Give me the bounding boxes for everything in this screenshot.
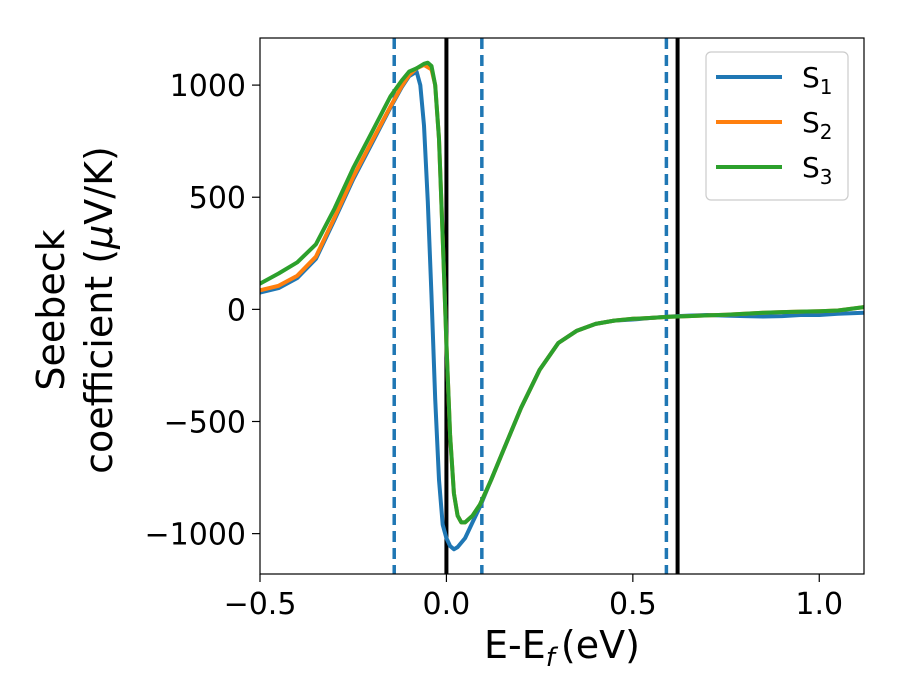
x-axis-title: E-Ef (eV) — [484, 623, 640, 673]
legend-label-main: S — [802, 61, 820, 94]
y-tick-label: 500 — [189, 181, 246, 216]
legend-label-subscript: 3 — [820, 165, 833, 189]
y-axis: −1000 −500 0 500 1000 — [145, 69, 260, 553]
y-axis-title-line2: coefficient (μV/K) — [77, 146, 121, 474]
x-tick-label: −0.5 — [224, 587, 297, 622]
legend-label-S2: S2 — [802, 106, 833, 144]
legend-label-main: S — [802, 151, 820, 184]
x-tick-label: 0.0 — [423, 587, 471, 622]
y-axis-title-suffix: V/K) — [77, 146, 121, 225]
plot-frame — [259, 37, 865, 575]
legend-label-S3: S3 — [802, 151, 833, 189]
y-tick-label: 1000 — [170, 69, 246, 104]
x-axis-title-unit: (eV) — [561, 623, 640, 667]
legend-label-subscript: 2 — [820, 120, 833, 144]
x-tick-label: 0.5 — [609, 587, 657, 622]
y-tick-label: −500 — [164, 405, 246, 440]
legend-label-subscript: 1 — [820, 75, 833, 99]
x-tick-label: 1.0 — [795, 587, 843, 622]
x-axis-title-main: E-E — [484, 623, 546, 667]
series-lines — [260, 60, 864, 552]
y-axis-title-line1: Seebeck — [29, 229, 73, 390]
legend-box — [705, 51, 849, 201]
y-axis-title-mu: μ — [77, 225, 121, 250]
series-line-S3 — [260, 60, 864, 525]
y-tick-label: 0 — [227, 293, 246, 328]
y-tick-label: −1000 — [145, 518, 246, 553]
y-axis-title-prefix: coefficient ( — [77, 249, 121, 474]
legend-label-main: S — [802, 106, 820, 139]
x-axis: −0.5 0.0 0.5 1.0 — [224, 574, 843, 622]
y-axis-title: Seebeck coefficient (μV/K) — [29, 146, 121, 474]
legend-label-S1: S1 — [802, 61, 833, 99]
